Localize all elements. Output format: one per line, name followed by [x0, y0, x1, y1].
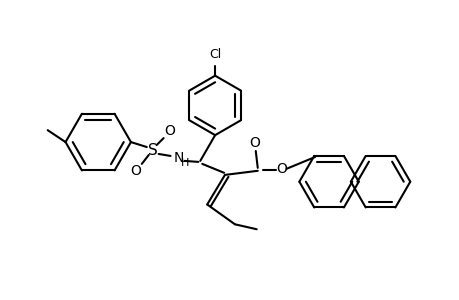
Text: O: O [249, 136, 260, 150]
Text: H: H [181, 158, 189, 168]
Text: Cl: Cl [208, 48, 221, 61]
Text: O: O [130, 164, 141, 178]
Text: N: N [173, 151, 183, 165]
Text: O: O [275, 162, 286, 176]
Text: O: O [164, 124, 174, 138]
Text: S: S [147, 142, 157, 158]
